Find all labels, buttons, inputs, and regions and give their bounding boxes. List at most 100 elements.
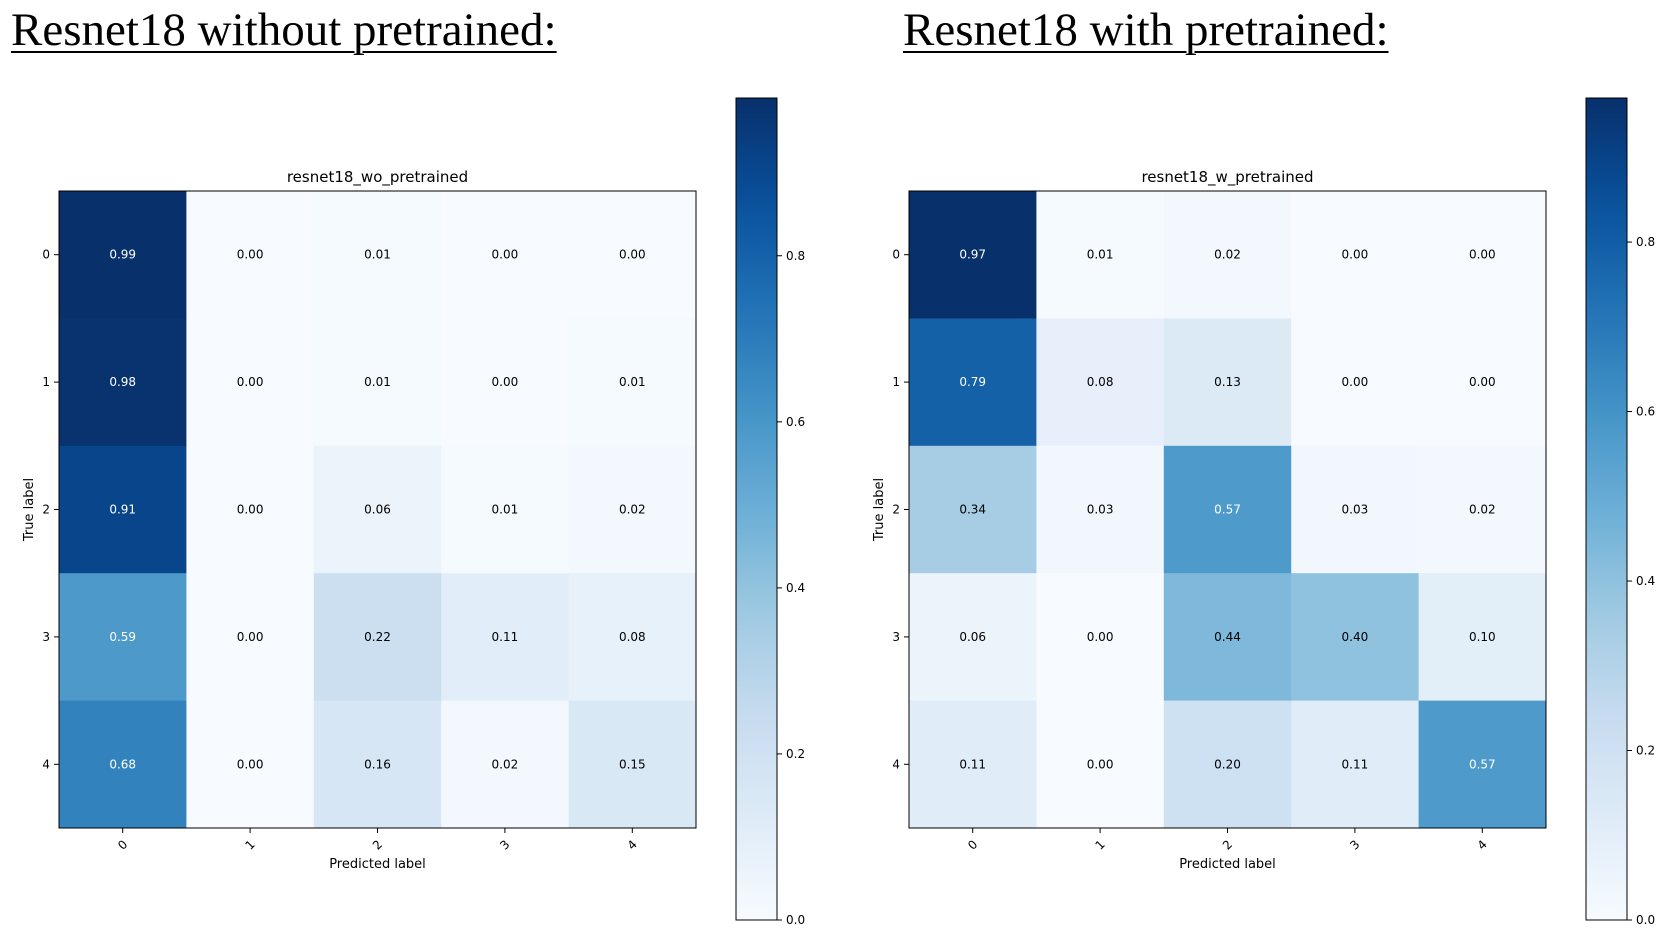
cell-2-1 [1036,445,1165,574]
cell-label-4-2: 0.20 [1214,757,1241,771]
cell-label-2-1: 0.03 [1087,503,1114,517]
cell-label-2-1: 0.00 [237,503,264,517]
colorbar-tick-label-2: 0.4 [786,581,805,595]
cell-0-1 [1036,191,1165,319]
cell-4-2 [1163,700,1292,829]
cell-label-2-4: 0.02 [1469,503,1496,517]
cell-3-1 [1036,573,1165,702]
cell-3-1 [186,573,315,702]
cell-label-4-2: 0.16 [364,757,391,771]
cell-2-3 [1291,445,1420,574]
cell-2-4 [568,445,697,574]
y-tick-label-4: 4 [42,757,50,771]
colorbar-tick-label-0: 0.0 [786,913,805,927]
x-tick-label-0: 0 [965,837,980,852]
cell-label-4-1: 0.00 [1087,757,1114,771]
cell-label-0-2: 0.02 [1214,248,1241,262]
cell-label-3-4: 0.10 [1469,630,1496,644]
y-tick-label-2: 2 [42,503,50,517]
y-tick-label-1: 1 [42,375,50,389]
cell-4-2 [313,700,442,829]
cell-4-1 [1036,700,1165,829]
chart-title: resnet18_wo_pretrained [287,168,468,187]
colorbar [735,97,778,921]
cell-label-4-0: 0.68 [109,757,136,771]
cell-label-0-4: 0.00 [619,248,646,262]
cell-label-3-0: 0.59 [109,630,136,644]
cell-1-3 [1291,318,1420,447]
cell-1-3 [441,318,570,447]
cell-3-0 [59,573,187,702]
cell-4-1 [186,700,315,829]
cell-3-3 [1291,573,1420,702]
x-tick-label-0: 0 [115,837,130,852]
cell-label-0-0: 0.99 [109,248,136,262]
y-tick-label-2: 2 [892,503,900,517]
cell-1-4 [1418,318,1547,447]
cell-label-4-4: 0.15 [619,757,646,771]
cell-label-3-1: 0.00 [1087,630,1114,644]
cell-1-0 [909,318,1037,447]
cell-label-4-3: 0.11 [1342,757,1369,771]
cell-1-1 [1036,318,1165,447]
cell-0-1 [186,191,315,319]
cell-4-3 [441,700,570,829]
colorbar-tick-label-4: 0.8 [786,249,805,263]
cell-label-0-0: 0.97 [959,248,986,262]
cell-label-3-3: 0.40 [1342,630,1369,644]
colorbar-tick-label-1: 0.2 [786,747,805,761]
x-tick-label-4: 4 [625,837,640,852]
x-axis-label: Predicted label [329,857,426,872]
cell-label-3-3: 0.11 [492,630,519,644]
cell-0-0 [909,191,1037,319]
heading-without-pretrained: Resnet18 without pretrained: [11,4,557,56]
cell-label-3-1: 0.00 [237,630,264,644]
cell-3-2 [313,573,442,702]
cell-label-3-2: 0.44 [1214,630,1241,644]
cell-4-3 [1291,700,1420,829]
colorbar-tick-label-3: 0.6 [1636,405,1655,419]
cell-label-3-4: 0.08 [619,630,646,644]
cell-label-4-1: 0.00 [237,757,264,771]
cell-label-2-4: 0.02 [619,503,646,517]
cell-3-4 [568,573,697,702]
cell-0-3 [1291,191,1420,319]
y-tick-label-0: 0 [42,248,50,262]
cell-label-4-0: 0.11 [959,757,986,771]
cell-3-2 [1163,573,1292,702]
cell-label-1-4: 0.00 [1469,375,1496,389]
cell-4-0 [59,700,187,829]
cell-1-4 [568,318,697,447]
cell-label-1-1: 0.08 [1087,375,1114,389]
cell-label-0-1: 0.01 [1087,248,1114,262]
cell-3-0 [909,573,1037,702]
x-tick-label-2: 2 [1220,837,1235,852]
cell-2-1 [186,445,315,574]
y-axis-label: True label [22,478,37,542]
heading-with-pretrained: Resnet18 with pretrained: [903,4,1389,56]
cell-label-1-0: 0.98 [109,375,136,389]
cell-2-0 [909,445,1037,574]
colorbar-tick-label-0: 0.0 [1636,913,1655,927]
confusion-matrix-left: resnet18_wo_pretrained 0.99 0.00 0.0 1 0.00 0.… [22,97,805,927]
cell-0-2 [313,191,442,319]
cell-label-1-3: 0.00 [492,375,519,389]
cell-label-4-3: 0.02 [492,757,519,771]
cell-label-2-0: 0.34 [959,503,986,517]
colorbar-tick-label-2: 0.4 [1636,574,1655,588]
cell-0-0 [59,191,187,319]
cell-2-0 [59,445,187,574]
cell-1-2 [313,318,442,447]
cell-label-2-2: 0.57 [1214,503,1241,517]
colorbar-tick-label-4: 0.8 [1636,235,1655,249]
cell-3-4 [1418,573,1547,702]
cell-label-4-4: 0.57 [1469,757,1496,771]
cell-1-1 [186,318,315,447]
y-tick-label-0: 0 [892,248,900,262]
cell-label-1-3: 0.00 [1342,375,1369,389]
cell-label-2-3: 0.03 [1342,503,1369,517]
y-tick-label-1: 1 [892,375,900,389]
cell-4-4 [1418,700,1547,829]
cell-4-4 [568,700,697,829]
colorbar-tick-label-1: 0.2 [1636,744,1655,758]
